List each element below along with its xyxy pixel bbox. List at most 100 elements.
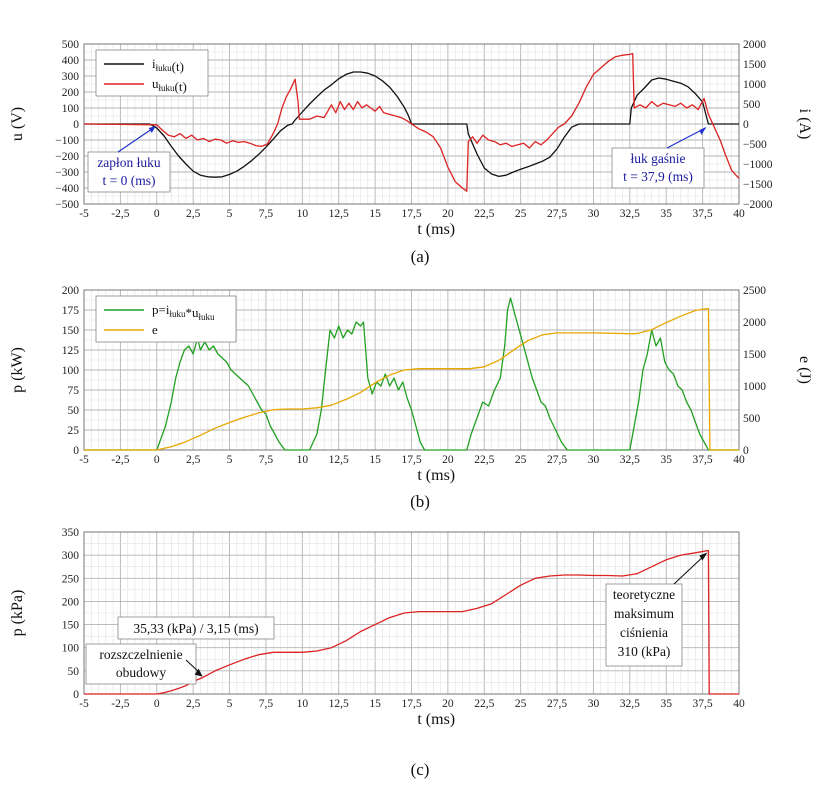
plot-frame: [83, 289, 740, 451]
y-tick-label: 100: [62, 365, 80, 377]
y-right-tick-label: 1500: [743, 349, 766, 361]
y-tick-label: 125: [62, 345, 80, 357]
x-tick-label: 20: [442, 454, 454, 466]
legend-text-part: (t): [172, 59, 184, 74]
x-tick-label: 32,5: [620, 208, 640, 220]
y-tick-label: 200: [62, 596, 80, 608]
x-tick-labels: -5 -2,5 0 2,5 5 7,5 10 12,5 15 17,5 20 22,5 25 27,5 30…: [79, 208, 745, 220]
legend-text-part: u: [152, 76, 159, 91]
y-right-tick-labels: 2000 1500 1000 500 0 −500 −1000 −1500 −2000: [743, 39, 773, 211]
x-tick-label: -5: [79, 698, 89, 710]
x-tick-label: -5: [79, 454, 89, 466]
x-tick-label: 40: [733, 454, 745, 466]
x-tick-label: 10: [297, 698, 309, 710]
y-right-tick-label: −1000: [743, 159, 773, 171]
panel-label: (c): [411, 760, 430, 779]
x-tick-label: -5: [79, 208, 89, 220]
y-right-tick-label: 500: [743, 99, 761, 111]
y-tick-label: 200: [62, 87, 80, 99]
x-tick-label: 10: [297, 208, 309, 220]
y-tick-label: −200: [55, 151, 79, 163]
legend-entry: e: [152, 322, 158, 337]
x-tick-label: 30: [588, 454, 600, 466]
x-tick-label: -2,5: [111, 698, 129, 710]
y-right-tick-label: 2500: [743, 285, 766, 297]
y-right-tick-label: −2000: [743, 199, 773, 211]
x-tick-labels: -5 -2,5 0 2,5 5 7,5 10 12,5 15 17,5 20 22,5 25 27,5 30…: [79, 698, 745, 710]
legend-text-part: *u: [185, 305, 199, 320]
x-axis-label: t (ms): [417, 467, 455, 484]
y-tick-label: 150: [62, 325, 80, 337]
panel-label: (a): [411, 247, 430, 266]
y-tick-label: 25: [68, 425, 80, 437]
y-right-tick-label: 1000: [743, 79, 766, 91]
x-tick-label: 15: [369, 698, 381, 710]
annotation-text: łuk gaśnie: [630, 151, 685, 166]
y-right-tick-labels: 2500 2000 1500 1000 500 0: [743, 285, 766, 457]
x-tick-label: 2,5: [186, 698, 201, 710]
y-right-tick-label: 1000: [743, 381, 766, 393]
x-tick-label: 17,5: [401, 698, 421, 710]
y-tick-labels: 200 175 150 125 100 75 50 25 0: [62, 285, 80, 457]
x-tick-label: 32,5: [620, 454, 640, 466]
annotation-text: rozszczelnienie: [99, 647, 182, 662]
annotation-text: ciśnienia: [620, 625, 668, 640]
y-axis-label: u (V): [9, 107, 26, 141]
annotation-text: maksimum: [614, 606, 674, 621]
legend-box: [95, 49, 209, 97]
x-tick-label: 40: [733, 698, 745, 710]
annotation-arrowhead: [699, 127, 707, 135]
x-tick-label: 2,5: [186, 454, 201, 466]
legend-text-part: (t): [175, 79, 187, 94]
y-right-tick-label: 500: [743, 413, 761, 425]
series-line-e-1: [84, 307, 739, 451]
x-tick-label: -2,5: [111, 454, 129, 466]
x-tick-label: 15: [369, 454, 381, 466]
x-tick-label: 35: [660, 698, 672, 710]
annotation-box: [605, 583, 683, 667]
x-tick-label: 17,5: [401, 208, 421, 220]
annotation-box: [85, 643, 197, 685]
chart-panel-1: -5 -2,5 0 2,5 5 7,5 10 12,5 15 17,5 20 22,5 25 27,5 30…: [9, 39, 813, 266]
y-right-tick-label: −500: [743, 139, 767, 151]
y-tick-label: 0: [73, 689, 79, 701]
x-tick-labels: -5 -2,5 0 2,5 5 7,5 10 12,5 15 17,5 20 22,5 25 27,5 30…: [79, 454, 745, 466]
x-tick-label: 25: [515, 698, 527, 710]
x-tick-label: 12,5: [329, 454, 349, 466]
y-tick-label: 75: [68, 385, 80, 397]
y-tick-labels: 350 300 250 200 150 100 50 0: [62, 527, 80, 701]
y-right-axis-label: i (A): [796, 109, 813, 140]
y-axis-label: p (kW): [9, 347, 26, 393]
annotation-box: [87, 151, 171, 193]
annotation-text: t = 0 (ms): [103, 173, 156, 188]
series-line-pi-0: [84, 297, 739, 451]
panel-label: (b): [410, 492, 430, 511]
y-tick-label: 300: [62, 550, 80, 562]
y-tick-label: −300: [55, 167, 79, 179]
legend-text-part: e: [152, 322, 158, 337]
chart-panel-3: -5 -2,5 0 2,5 5 7,5 10 12,5 15 17,5 20 22,5 25 27,5 30…: [9, 527, 745, 779]
annotation-box: [117, 616, 275, 640]
x-tick-label: 22,5: [474, 698, 494, 710]
y-tick-label: 150: [62, 620, 80, 632]
x-axis-label: t (ms): [417, 711, 455, 728]
y-tick-label: 100: [62, 103, 80, 115]
annotation-text: t = 37,9 (ms): [623, 169, 693, 184]
y-axis-label: p (kPa): [9, 590, 26, 637]
x-tick-label: 30: [588, 698, 600, 710]
legend-entry: iłuku(t): [152, 56, 184, 74]
series-line-i-0: [84, 71, 739, 178]
legend-entry: ułuku(t): [152, 76, 187, 94]
y-tick-label: 175: [62, 305, 80, 317]
y-right-tick-label: 2000: [743, 39, 766, 51]
x-tick-label: 35: [660, 454, 672, 466]
y-tick-label: −400: [55, 183, 79, 195]
series-group: [83, 52, 740, 192]
x-tick-label: 12,5: [329, 208, 349, 220]
y-tick-label: 0: [73, 119, 79, 131]
y-right-axis-label: e (J): [796, 356, 813, 384]
plot-frame: [83, 531, 740, 695]
x-tick-label: 37,5: [693, 698, 713, 710]
x-tick-label: 22,5: [474, 208, 494, 220]
